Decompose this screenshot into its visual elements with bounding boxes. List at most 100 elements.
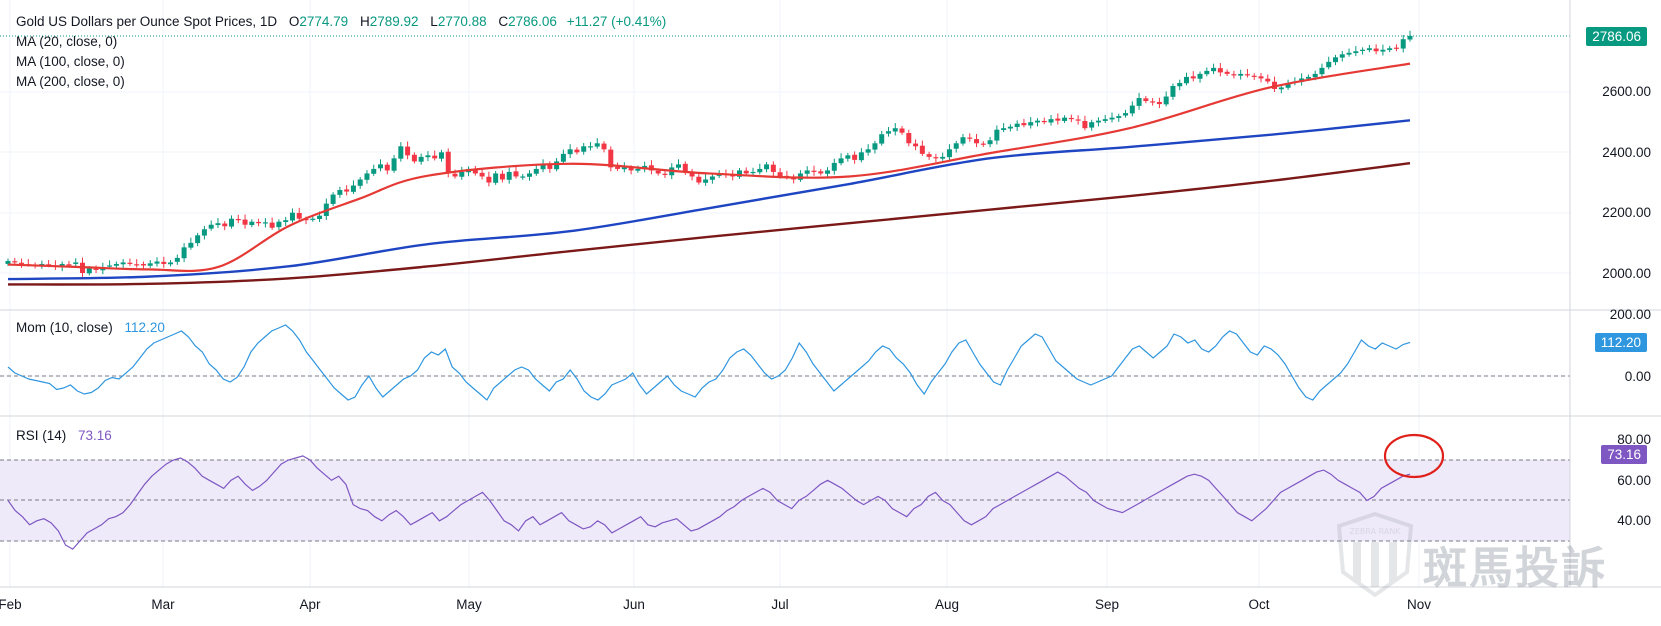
candle xyxy=(1204,67,1210,77)
candle xyxy=(1299,73,1305,86)
candle-body xyxy=(1116,116,1122,118)
candle-body xyxy=(1360,49,1366,51)
candle-body xyxy=(310,218,316,220)
candle-body xyxy=(276,221,282,228)
watermark-logo-text: ZEBRA RANK xyxy=(1349,527,1401,536)
candle-body xyxy=(1102,119,1108,121)
candle-body xyxy=(1163,96,1169,105)
candle xyxy=(648,160,654,175)
candle xyxy=(1041,117,1047,125)
candle xyxy=(892,123,898,136)
candle-body xyxy=(391,158,397,171)
candle-body xyxy=(974,139,980,144)
candle xyxy=(1007,124,1013,132)
candle xyxy=(1095,117,1101,127)
candle xyxy=(1393,44,1399,52)
candle-body xyxy=(696,176,702,183)
candle xyxy=(1326,56,1332,70)
candle-body xyxy=(174,257,180,262)
ma20-legend[interactable]: MA (20, close, 0) xyxy=(16,34,118,49)
candle-body xyxy=(540,164,546,170)
candle-body xyxy=(953,143,959,149)
candle-body xyxy=(858,152,864,161)
candle-body xyxy=(1353,51,1359,54)
candle-body xyxy=(506,171,512,180)
candle-body xyxy=(1055,118,1061,121)
candle xyxy=(709,174,715,184)
rsi-legend[interactable]: RSI (14) 73.16 xyxy=(16,427,112,445)
ma200-line xyxy=(7,162,1411,286)
rsi-badge: 73.16 xyxy=(1601,445,1647,464)
candle-body xyxy=(161,261,167,264)
candle-body xyxy=(195,235,201,244)
candle xyxy=(384,162,390,175)
candle-body xyxy=(567,149,573,155)
candle-body xyxy=(262,222,268,224)
candle xyxy=(1400,34,1406,53)
candle-body xyxy=(1089,122,1095,128)
price-badge: 2786.06 xyxy=(1586,27,1647,46)
candle xyxy=(1380,44,1386,56)
candle xyxy=(418,153,424,165)
candle-body xyxy=(940,156,946,159)
candle-body xyxy=(1021,123,1027,126)
candle-body xyxy=(533,168,539,174)
candle-body xyxy=(317,215,323,220)
candle-body xyxy=(66,264,72,266)
candle-body xyxy=(459,171,465,177)
candle xyxy=(825,167,831,177)
candle xyxy=(642,161,648,173)
mom-tick-0: 0.00 xyxy=(1624,369,1651,384)
x-tick-aug: Aug xyxy=(934,597,960,612)
candle-body xyxy=(1129,105,1135,114)
rsi-annotation-circle xyxy=(1383,433,1445,479)
candle-body xyxy=(1041,120,1047,123)
candle xyxy=(398,142,404,162)
candle-body xyxy=(581,146,587,152)
candle-body xyxy=(154,261,160,264)
ma200-legend[interactable]: MA (200, close, 0) xyxy=(16,74,125,89)
candle-body xyxy=(967,137,973,139)
candle-body xyxy=(147,263,153,266)
candle xyxy=(1183,72,1189,86)
candle xyxy=(676,159,682,170)
candle-body xyxy=(1183,76,1189,84)
candle xyxy=(1238,69,1244,80)
candle-body xyxy=(229,218,235,227)
candle xyxy=(770,161,776,176)
candle-body xyxy=(1177,82,1183,87)
candle xyxy=(858,148,864,163)
ma100-legend[interactable]: MA (100, close, 0) xyxy=(16,54,125,69)
candle xyxy=(940,152,946,161)
candle-body xyxy=(1224,71,1230,74)
candle-body xyxy=(994,129,1000,141)
candle xyxy=(1211,63,1217,75)
candle xyxy=(1353,46,1359,57)
candle-body xyxy=(113,263,119,266)
candle-body xyxy=(703,179,709,183)
candle xyxy=(1258,72,1264,83)
candle-body xyxy=(1407,35,1413,40)
candle-body xyxy=(1332,57,1338,63)
candle xyxy=(1034,118,1040,127)
candle-body xyxy=(946,149,952,158)
candle-body xyxy=(757,168,763,173)
candle-body xyxy=(120,262,126,265)
candle-body xyxy=(1312,73,1318,78)
candle xyxy=(391,155,397,173)
candle xyxy=(493,171,499,185)
rsi-legend-value: 73.16 xyxy=(78,428,112,443)
candle xyxy=(134,259,140,268)
candle xyxy=(378,159,384,172)
mom-legend-value: 112.20 xyxy=(124,320,165,335)
candle-body xyxy=(960,137,966,144)
candle xyxy=(906,129,912,147)
candle xyxy=(161,256,167,268)
candle-body xyxy=(750,171,756,174)
candle-body xyxy=(1373,48,1379,52)
mom-legend[interactable]: Mom (10, close) 112.20 xyxy=(16,319,165,337)
candle xyxy=(1217,63,1223,77)
candle-body xyxy=(865,149,871,153)
candle xyxy=(899,126,905,135)
